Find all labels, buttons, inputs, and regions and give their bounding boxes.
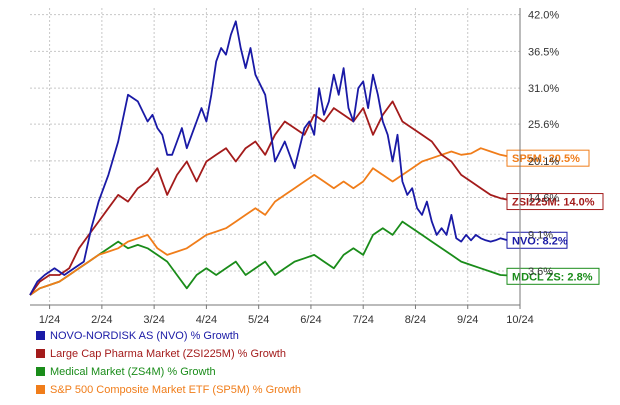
end-label-box-3 [506, 149, 590, 167]
y-tick-label: 31.0% [528, 83, 559, 95]
legend-swatch-3 [36, 385, 45, 394]
y-tick-label: 20.1% [528, 156, 559, 168]
x-tick-label: 2/24 [91, 314, 112, 326]
end-label-box-0 [506, 231, 568, 249]
x-tick-label: 9/24 [457, 314, 478, 326]
legend: NOVO-NORDISK AS (NVO) % Growth Large Cap … [36, 330, 301, 396]
x-tick-label: 4/24 [196, 314, 217, 326]
end-label-box-2 [506, 267, 600, 285]
series-lines [29, 20, 521, 296]
end-label-1: ZSI225M: 14.0% [512, 197, 595, 209]
y-tick-label: 36.5% [528, 46, 559, 58]
x-tick-label: 5/24 [248, 314, 269, 326]
legend-label-0: NOVO-NORDISK AS (NVO) % Growth [50, 330, 239, 342]
x-tick-label: 1/24 [39, 314, 60, 326]
end-label-box-1 [506, 193, 604, 211]
end-label-0: NVO: 8.2% [512, 235, 568, 247]
series-line-0 [29, 20, 520, 296]
x-tick-label: 3/24 [143, 314, 164, 326]
end-label-2: MDCL ZS: 2.8% [512, 271, 593, 283]
series-line-3 [29, 147, 521, 296]
legend-swatch-0 [36, 331, 45, 340]
y-tick-label: 9.1% [528, 229, 553, 241]
y-tick-labels: 42.0% 36.5% 31.0% 25.6% 20.1% 14.6% 9.1% 3.6% [528, 10, 559, 278]
y-tick-label: 3.6% [528, 266, 553, 278]
x-tick-label: 8/24 [405, 314, 426, 326]
x-tick-labels: 1/24 2/24 3/24 4/24 5/24 6/24 7/24 8/24 9/24 10/2… [39, 305, 534, 326]
legend-swatch-2 [36, 367, 45, 376]
series-line-2 [29, 220, 521, 296]
legend-label-3: S&P 500 Composite Market ETF (SP5M) % Gr… [50, 384, 301, 396]
legend-label-1: Large Cap Pharma Market (ZSI225M) % Grow… [50, 348, 286, 360]
legend-label-2: Medical Market (ZS4M) % Growth [50, 366, 216, 378]
y-tick-label: 25.6% [528, 119, 559, 131]
x-tick-label: 7/24 [352, 314, 373, 326]
end-label-3: SP5M: 20.5% [512, 153, 580, 165]
x-tick-label: 6/24 [300, 314, 321, 326]
end-labels: NVO: 8.2% ZSI225M: 14.0% MDCL ZS: 2.8% SP5M… [506, 149, 604, 285]
axes [30, 8, 521, 306]
y-tick-label: 14.6% [528, 193, 559, 205]
series-line-1 [29, 100, 521, 296]
x-tick-label: 10/24 [506, 314, 534, 326]
y-tick-label: 42.0% [528, 10, 559, 22]
legend-swatch-1 [36, 349, 45, 358]
